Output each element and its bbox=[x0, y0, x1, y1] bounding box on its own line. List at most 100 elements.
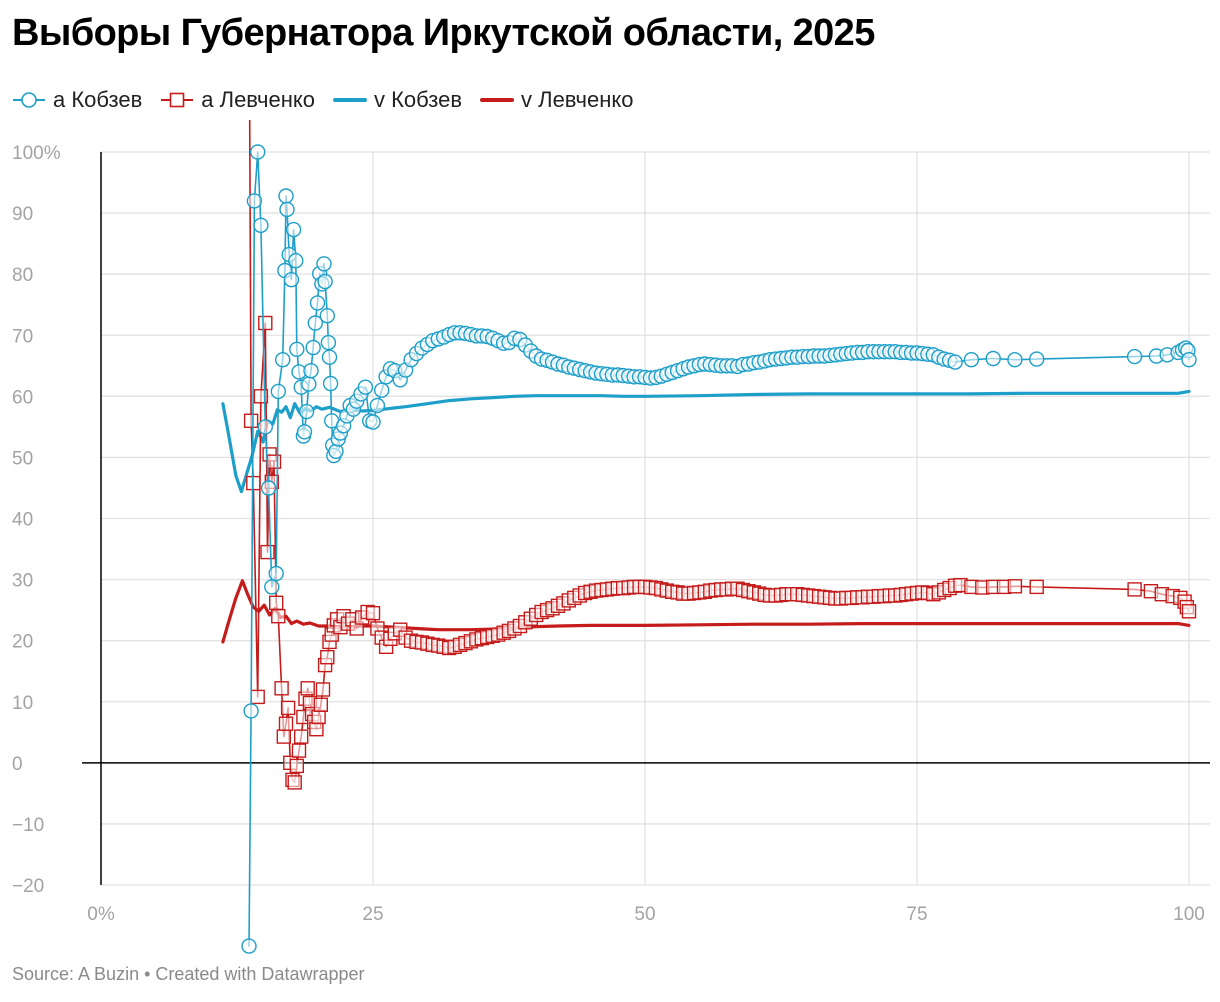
data-point bbox=[985, 350, 1001, 367]
data-point bbox=[357, 379, 374, 395]
data-point bbox=[289, 758, 304, 774]
y-tick-label: 20 bbox=[12, 632, 33, 653]
legend-label: v Левченко bbox=[521, 87, 634, 112]
legend-line-icon bbox=[332, 98, 367, 102]
data-point bbox=[317, 273, 333, 290]
data-point bbox=[287, 775, 302, 790]
data-point bbox=[320, 334, 337, 351]
legend-label: a Кобзев bbox=[53, 87, 143, 112]
chart-title: Выборы Губернатора Иркутской области, 20… bbox=[12, 12, 875, 54]
data-point bbox=[365, 414, 381, 430]
data-point bbox=[322, 375, 339, 392]
data-point bbox=[947, 354, 963, 370]
x-tick-label: 0% bbox=[87, 904, 115, 925]
data-point bbox=[315, 682, 331, 697]
data-point bbox=[963, 352, 980, 368]
legend-item-a-kobzev[interactable]: a Кобзев bbox=[12, 87, 142, 113]
data-point bbox=[283, 272, 300, 288]
data-point bbox=[269, 595, 284, 610]
data-point bbox=[278, 716, 294, 731]
y-tick-label: −20 bbox=[12, 876, 44, 897]
y-tick-label: 70 bbox=[12, 326, 33, 347]
legend-item-v-levchenko[interactable]: v Левченко bbox=[480, 87, 633, 113]
data-point bbox=[271, 609, 286, 624]
chart-legend: a Кобзев a Левченко v Кобзев v Левченко bbox=[12, 86, 651, 114]
data-point bbox=[278, 188, 294, 204]
data-point bbox=[316, 256, 332, 272]
legend-circle-marker-icon bbox=[13, 92, 45, 108]
y-tick-label: 50 bbox=[12, 448, 33, 469]
legend-item-v-kobzev[interactable]: v Кобзев bbox=[332, 87, 462, 113]
data-point bbox=[374, 382, 390, 398]
data-point bbox=[309, 722, 324, 737]
x-tick-label: 100 bbox=[1173, 904, 1205, 925]
data-point bbox=[266, 454, 282, 469]
data-point bbox=[307, 315, 323, 331]
data-point bbox=[320, 650, 335, 665]
data-point bbox=[285, 221, 302, 238]
data-point bbox=[241, 938, 257, 954]
data-point bbox=[1029, 579, 1044, 595]
data-point bbox=[365, 606, 381, 621]
series-1 bbox=[241, 144, 1197, 954]
data-point bbox=[291, 743, 307, 758]
data-point bbox=[319, 308, 335, 324]
data-point bbox=[305, 339, 321, 356]
data-point bbox=[1007, 579, 1023, 594]
data-point bbox=[309, 295, 326, 311]
data-point bbox=[246, 193, 263, 209]
data-point bbox=[274, 681, 289, 696]
y-tick-label: 100% bbox=[12, 143, 61, 164]
legend-item-a-levchenko[interactable]: a Левченко bbox=[160, 87, 315, 113]
data-point bbox=[1181, 604, 1197, 619]
legend-line-icon bbox=[480, 98, 515, 102]
data-point bbox=[243, 703, 259, 719]
data-point bbox=[303, 363, 319, 379]
y-tick-label: 90 bbox=[12, 204, 33, 225]
data-point bbox=[258, 315, 273, 331]
series-2 bbox=[243, 120, 1197, 790]
data-point bbox=[298, 403, 315, 420]
data-point bbox=[243, 413, 259, 428]
y-tick-label: −10 bbox=[12, 815, 44, 836]
data-point bbox=[250, 689, 265, 705]
legend-square-marker-icon bbox=[161, 92, 194, 108]
data-point bbox=[253, 217, 269, 234]
data-point bbox=[1181, 352, 1197, 368]
data-point bbox=[1007, 352, 1023, 368]
data-point bbox=[279, 201, 295, 218]
series-line bbox=[248, 151, 1190, 947]
data-point bbox=[260, 544, 275, 560]
y-tick-label: 30 bbox=[12, 571, 33, 592]
source-footer: Source: A Buzin • Created with Datawrapp… bbox=[12, 964, 365, 984]
y-tick-label: 60 bbox=[12, 387, 33, 408]
x-tick-label: 25 bbox=[362, 904, 383, 925]
data-point bbox=[280, 700, 296, 716]
x-tick-label: 50 bbox=[634, 904, 655, 925]
series-layer bbox=[221, 120, 1197, 954]
data-point bbox=[260, 480, 277, 496]
data-point bbox=[264, 579, 280, 595]
data-point bbox=[276, 729, 291, 744]
data-point bbox=[1126, 348, 1143, 365]
series-line bbox=[248, 120, 1190, 784]
data-point bbox=[1028, 351, 1045, 367]
data-point bbox=[1127, 582, 1142, 597]
data-point bbox=[289, 341, 305, 357]
y-tick-label: 40 bbox=[12, 510, 33, 531]
data-point bbox=[294, 729, 309, 744]
y-tick-label: 10 bbox=[12, 693, 33, 714]
data-point bbox=[311, 709, 326, 725]
x-tick-label: 75 bbox=[906, 904, 927, 925]
data-point bbox=[268, 565, 284, 582]
axes bbox=[82, 152, 1210, 885]
data-point bbox=[321, 349, 338, 365]
data-point bbox=[275, 352, 291, 368]
data-point bbox=[288, 253, 304, 269]
data-point bbox=[270, 383, 286, 400]
legend-label: a Левченко bbox=[201, 87, 315, 112]
data-point bbox=[301, 376, 317, 392]
data-point bbox=[369, 397, 386, 414]
